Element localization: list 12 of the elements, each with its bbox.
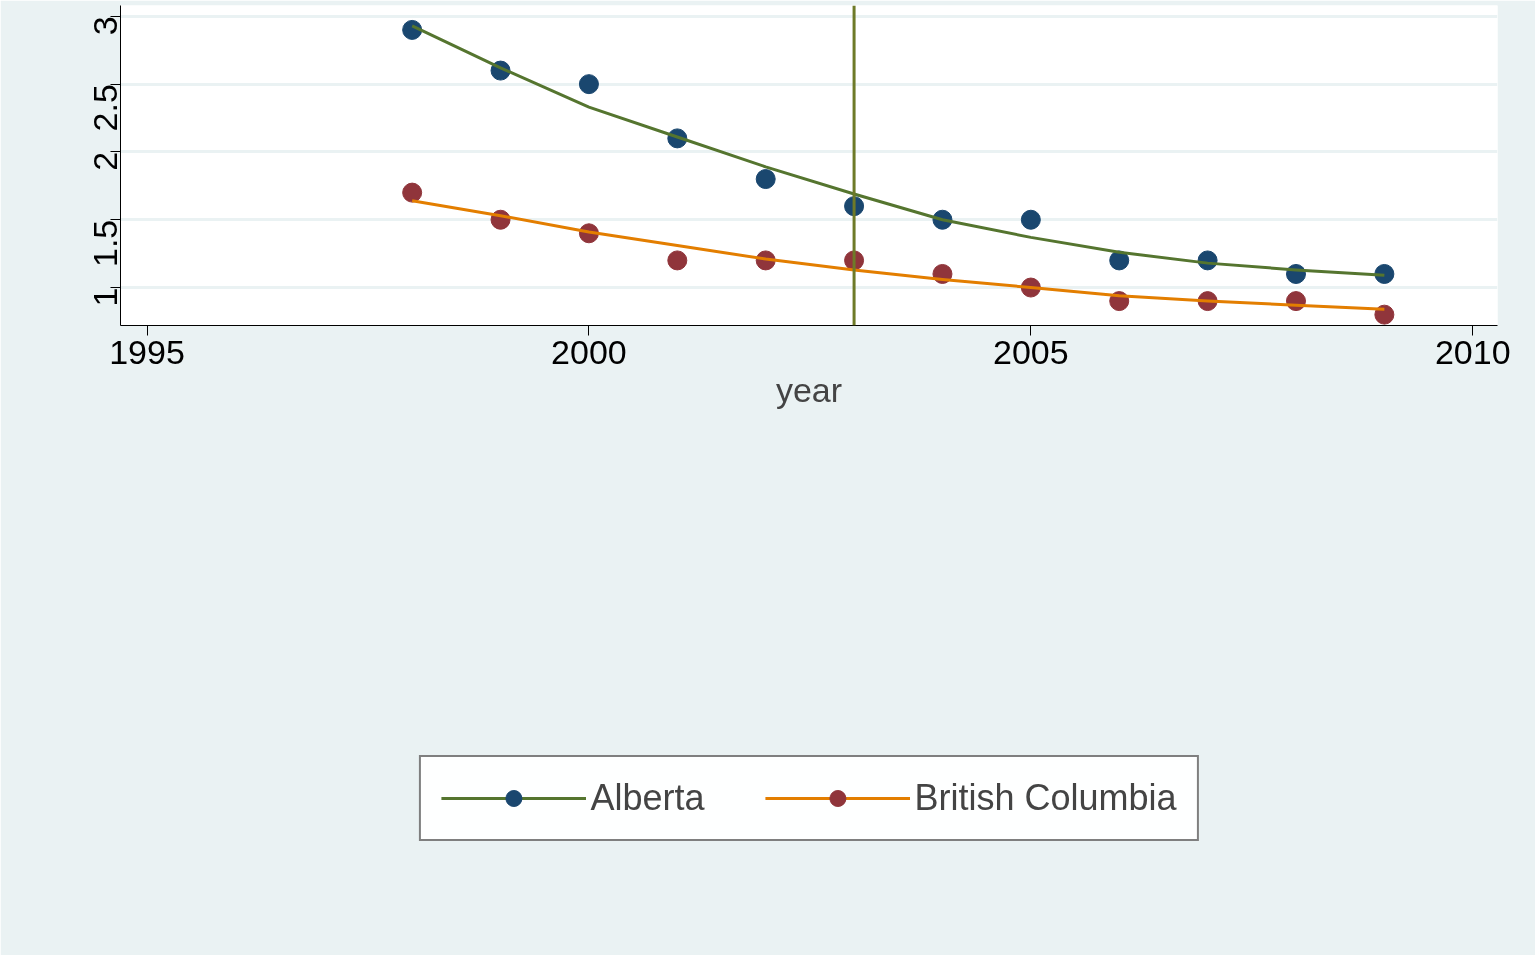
x-tick-label: 1995	[109, 332, 185, 371]
y-tick-label: 1	[86, 287, 124, 307]
x-tick-label: 2000	[551, 332, 627, 371]
y-tick-label: 3	[86, 16, 124, 36]
x-tick-label: 2005	[993, 332, 1069, 371]
y-tick-label: 2.5	[86, 84, 124, 132]
legend-label: British Columbia	[914, 776, 1177, 819]
y-tick-label: 2	[86, 151, 124, 171]
x-axis-title: year	[775, 370, 843, 409]
x-tick-label: 2010	[1434, 332, 1511, 371]
legend-label: Alberta	[590, 776, 705, 819]
y-tick-label: 1.5	[86, 219, 124, 267]
